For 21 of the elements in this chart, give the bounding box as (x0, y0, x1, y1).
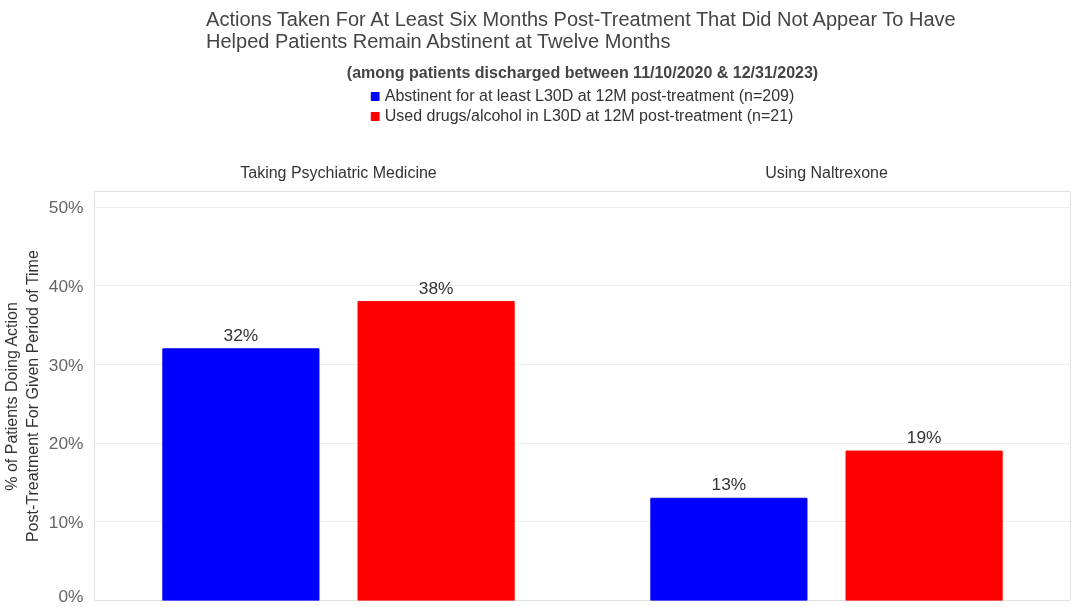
y-tick-label: 0% (58, 585, 84, 606)
y-tick-label: 10% (48, 511, 84, 532)
data-label: 13% (711, 474, 747, 495)
y-tick-label: 20% (48, 433, 84, 454)
y-tick-label: 30% (48, 354, 84, 375)
x-tick-label: Taking Psychiatric Medicine (240, 163, 437, 181)
x-tick-label: Using Naltrexone (765, 163, 888, 181)
legend-label: Abstinent for at least L30D at 12M post-treatment (n=209) (384, 87, 795, 105)
bar (357, 301, 515, 601)
data-label: 19% (906, 427, 942, 448)
bar (162, 348, 320, 601)
bar (845, 450, 1003, 601)
data-label: 32% (223, 324, 259, 345)
bar (650, 497, 808, 601)
chart-title: Actions Taken For At Least Six Months Post-Treatment That Did Not Appear To Have Helped Patients Remain Abstinent at Twelve Months (206, 7, 956, 52)
chart-subtitle: (among patients discharged between 11/10/2020 & 12/31/2023) (346, 63, 819, 81)
y-tick-label: 40% (48, 275, 84, 296)
data-label: 38% (418, 277, 454, 298)
y-tick-label: 50% (48, 197, 84, 218)
legend-label: Used drugs/alcohol in L30D at 12M post-treatment (n=21) (384, 107, 794, 125)
y-axis-title: % of Patients Doing Action Post-Treatment For Given Period of Time (3, 250, 41, 543)
